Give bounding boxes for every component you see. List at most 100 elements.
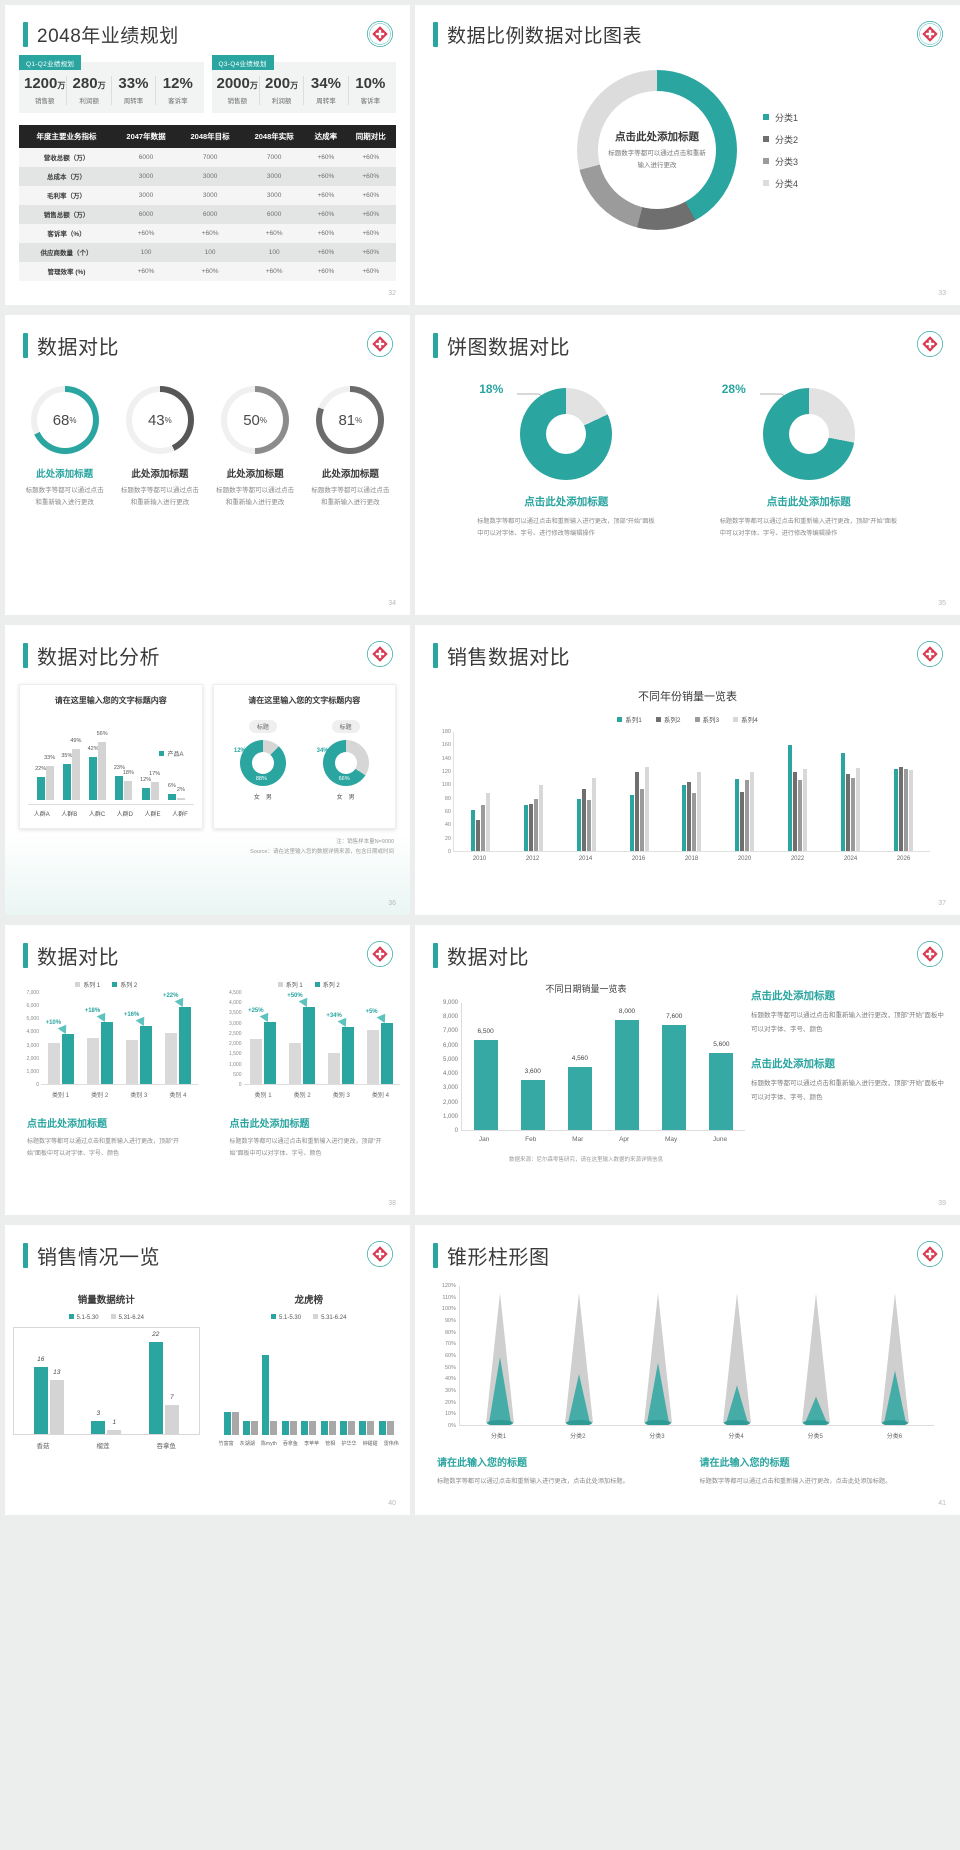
page-title: 数据对比 (37, 337, 119, 359)
bar (697, 772, 702, 851)
bar-value: 35% (61, 752, 73, 759)
cones-area (459, 1286, 934, 1426)
table-cell: 100 (113, 242, 179, 262)
x-tick-label: 2024 (843, 856, 858, 862)
bar-group: 6% 2% (165, 783, 187, 800)
pie-chart-group: 18% 点击此处添加标题 标题数字等都可以通过点击和重新输入进行更改，顶部“开始… (415, 382, 960, 541)
bar-series-2 (61, 1033, 74, 1084)
bar-chart: 16 13 3 1 22 7 (13, 1327, 200, 1435)
bar-group: 35% 49% (60, 738, 82, 800)
table-cell: +60% (345, 147, 396, 167)
bar-chart: 7,000 6,000 5,000 4,000 3,000 2,000 1,000 0 +10… (15, 990, 198, 1088)
bar: 1 (367, 1411, 375, 1435)
slide-40-title-row: 销售情况一览 (5, 1225, 410, 1270)
y-tick-label: 40% (444, 1376, 456, 1383)
table-row: 营收总额（万） 6000 7000 7000 +60% +60% (19, 147, 396, 167)
x-tick-label: 2018 (684, 856, 699, 862)
legend-item: 分类2 (762, 133, 798, 146)
legend-item: 5.1-5.30 (68, 1314, 99, 1321)
title-accent-bar (23, 643, 28, 668)
pie-value-label: 28% (721, 382, 746, 396)
bar-group (629, 767, 649, 851)
bar: 7 (262, 1345, 270, 1435)
bar (692, 793, 697, 851)
bar-series-2 (303, 1007, 316, 1084)
bar: 1 (270, 1411, 278, 1435)
bar-value-label: 5,600 (713, 1040, 730, 1048)
legend-swatch (112, 982, 118, 987)
x-tick-label: 人群E (144, 812, 161, 818)
bar (898, 767, 903, 851)
block-text: 标题数字等都可以通过点击和重新输入进行更改，点击此处添加标题。 (699, 1478, 892, 1485)
kpi-item: 1200万 销售额 (23, 75, 68, 105)
chart-legend: 分类1 分类2 分类3 分类4 (762, 111, 798, 190)
slide-39: 数据对比 不同日期销量一览表 9,000 8,000 7,000 6,000 5,000… (415, 925, 960, 1215)
y-tick-label: 3,000 (26, 1042, 39, 1049)
donut-chart: 点击此处添加标题 标题数字等都可以通过点击和重新输入进行更改 (576, 70, 737, 230)
ring-value: 50% (243, 411, 268, 429)
ring-subtitle: 标题数字等都可以通过点击和重新输入进行更改 (311, 487, 390, 507)
bar-group: +22% (163, 993, 191, 1084)
y-tick-label: 0 (36, 1082, 39, 1088)
bars-area: 6,500 3,600 4,560 8,000 7,600 5,600 (461, 1003, 745, 1131)
bar: 22 (148, 1331, 163, 1434)
slide-33: 数据比例数据对比图表 点击此处添加标题 标题数字等都可以通过点击和重新输入进行更… (415, 5, 960, 305)
x-tick-label: 香菇 (36, 1443, 50, 1450)
legend-item: 分类4 (762, 177, 798, 190)
chart-title: 龙虎榜 (294, 1295, 323, 1306)
y-tick-label: 70% (444, 1341, 456, 1348)
slide-40: 销售情况一览 销量数据统计 5.1-5.30 5.31-6.24 16 13 3 1 22… (5, 1225, 410, 1515)
legend-item: 系列2 (655, 714, 681, 724)
legend-swatch (762, 180, 769, 186)
ring-subtitle: 标题数字等都可以通过点击和重新输入进行更改 (25, 487, 104, 507)
bar (470, 810, 475, 851)
y-tick-label: 2,500 (228, 1030, 242, 1037)
table-header-cell: 年度主要业务指标 (19, 124, 114, 148)
progress-ring-group: 68% 此处添加标题 标题数字等都可以通过点击和重新输入进行更改 43% 此处添… (5, 386, 410, 510)
bar (893, 769, 898, 851)
bar-chart: 4,500 4,000 3,500 3,000 2,500 2,000 1,500 1,000… (218, 990, 400, 1088)
brand-logo-icon (917, 21, 943, 47)
table-row: 供应商数量（个） 100 100 100 +60% +60% (19, 242, 396, 262)
text-block: 点击此处添加标题 标题数字等都可以通过点击和重新输入进行更改，顶部“开始”面板中… (751, 988, 944, 1036)
bar (903, 769, 908, 851)
y-tick-label: 2,000 (228, 1041, 242, 1048)
chart-legend: 系列1 系列2 系列3 系列4 (415, 714, 960, 724)
y-tick-label: 60% (444, 1353, 456, 1359)
pie-subtitle: 标题数字等都可以通过点击和重新输入进行更改，顶部“开始”面板中可以对字体、字号、… (719, 518, 898, 538)
y-tick-label: 6,000 (26, 1003, 39, 1010)
slide-32-title-row: 2048年业绩规划 (5, 5, 410, 48)
growth-label: +5% (365, 1009, 378, 1016)
legend-swatch (733, 717, 739, 722)
table-cell: +60% (345, 185, 396, 205)
brand-logo-icon (917, 331, 943, 357)
text-block: 点击此处添加标题 标题数字等都可以通过点击和重新输入进行更改，顶部“开始”面板中… (751, 1056, 944, 1104)
y-tick-label: 9,000 (442, 1000, 458, 1006)
x-tick-label: 类别 4 (169, 1093, 187, 1099)
y-tick-label: 4,500 (228, 990, 242, 996)
bar-chart: 180 160 140 120 100 80 60 40 20 0 (433, 729, 930, 855)
legend-item: 系列1 (617, 714, 642, 724)
x-tick-label: 分类2 (570, 1434, 586, 1440)
bar-series-2 (100, 1021, 113, 1084)
bar: 2 (231, 1402, 239, 1435)
cone-bar (556, 1286, 602, 1425)
x-tick-label: Apr (619, 1136, 630, 1143)
bar: 8,000 (615, 1008, 640, 1130)
chart-title: 不同日期销量一览表 (545, 984, 627, 994)
bar: 5,600 (709, 1041, 734, 1130)
x-axis-labels: 类别 1 类别 2 类别 3 类别 4 (41, 1090, 198, 1099)
bar-value-label: 1 (341, 1411, 345, 1417)
bar (533, 798, 538, 851)
text-block: 请在此输入您的标题 标题数字等都可以通过点击和重新输入进行更改，点击此处添加标题… (437, 1454, 676, 1488)
cone-chart: 120% 110% 100% 90% 80% 70% 60% 50% 40% 30% 20% 10% 0… (433, 1283, 934, 1429)
bar-series-1 (125, 1039, 138, 1084)
bar-group (576, 777, 596, 851)
pie-item: 28% 点击此处添加标题 标题数字等都可以通过点击和重新输入进行更改，顶部“开始… (714, 382, 904, 541)
cone-shape (880, 1293, 909, 1425)
slide-38: 数据对比 系列 1 系列 2 7,000 6,000 5,000 4,000 3,000 2… (5, 925, 410, 1215)
donut-center-sub: 标题数字等都可以通过点击和重新输入进行更改 (608, 150, 706, 169)
block-text: 标题数字等都可以通过点击和重新输入进行更改，顶部“开始”面板中可以对字体、字号、… (751, 1080, 944, 1101)
x-tick-label: 护华华 (341, 1441, 357, 1447)
